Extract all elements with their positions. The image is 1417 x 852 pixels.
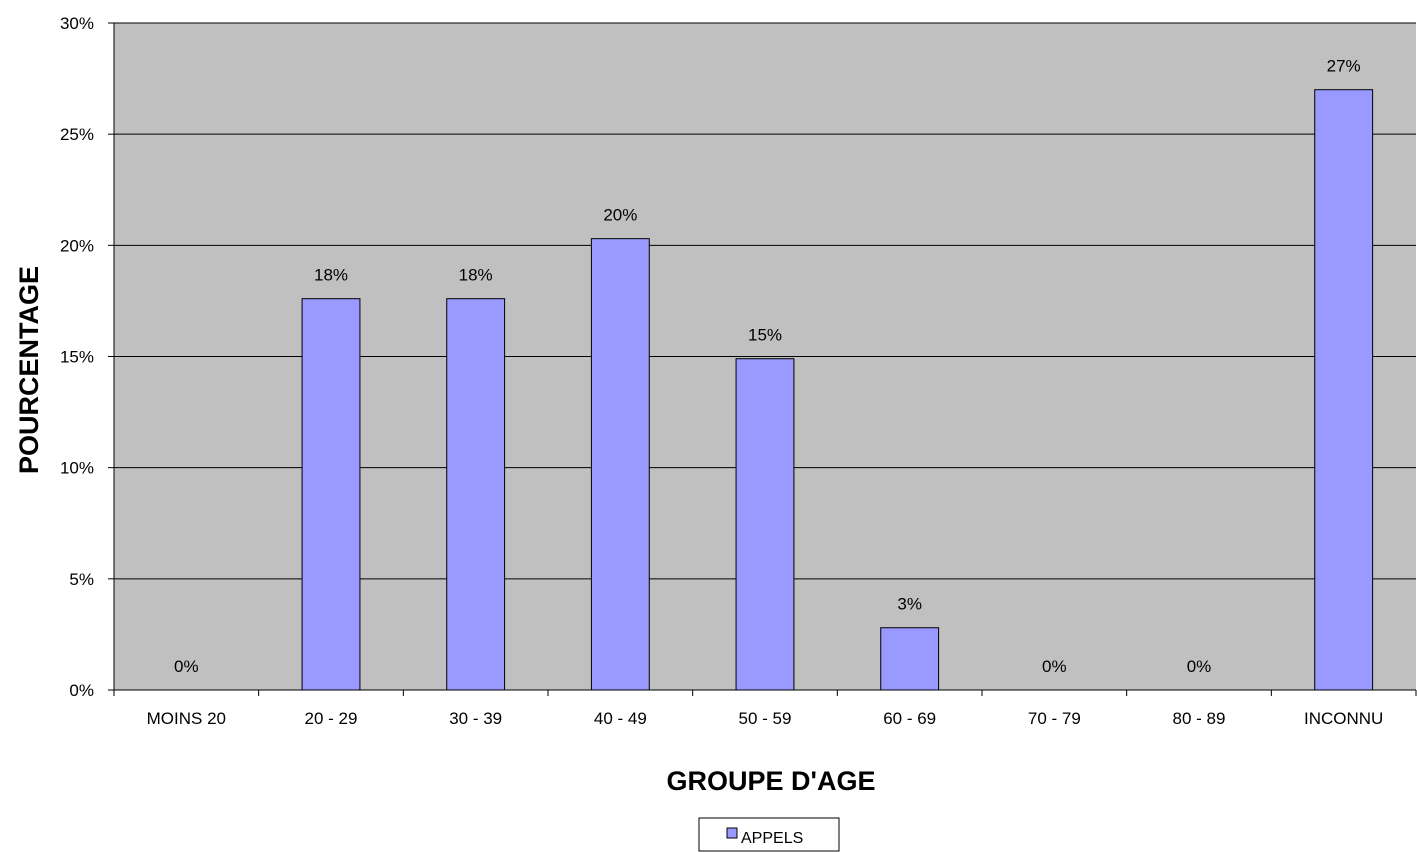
x-tick-label: 50 - 59 (739, 709, 792, 728)
y-tick-label: 5% (69, 570, 94, 589)
x-tick-label: 80 - 89 (1173, 709, 1226, 728)
x-tick-label: 20 - 29 (305, 709, 358, 728)
bars (301, 89, 1374, 691)
data-label: 3% (897, 595, 922, 614)
x-tick-label: INCONNU (1304, 709, 1383, 728)
y-tick-label: 25% (60, 125, 94, 144)
bar (590, 238, 650, 691)
legend-label-appels: APPELS (741, 830, 803, 847)
y-tick-labels: 0% 5% 10% 15% 20% 25% 30% (60, 14, 94, 700)
x-tick-labels: MOINS 20 20 - 29 30 - 39 40 - 49 50 - 59 60 -… (147, 709, 1384, 728)
y-tick-label: 15% (60, 348, 94, 367)
data-label: 18% (314, 266, 348, 285)
data-label: 0% (1187, 657, 1212, 676)
y-tick-label: 20% (60, 236, 94, 255)
x-tick-label: MOINS 20 (147, 709, 226, 728)
x-tick-label: 30 - 39 (449, 709, 502, 728)
bar (446, 298, 506, 691)
bar (1314, 89, 1374, 691)
legend-box (698, 817, 840, 852)
data-label: 0% (174, 657, 199, 676)
bar (880, 627, 940, 691)
y-axis-title: POURCENTAGE (14, 266, 44, 474)
axes (108, 22, 1417, 696)
legend-swatch-appels (726, 827, 738, 839)
x-axis-title: GROUPE D'AGE (667, 766, 876, 796)
bar (301, 298, 361, 691)
x-tick-label: 70 - 79 (1028, 709, 1081, 728)
data-label: 27% (1327, 57, 1361, 76)
y-tick-label: 30% (60, 14, 94, 33)
x-tick-label: 40 - 49 (594, 709, 647, 728)
legend: APPELS (698, 817, 840, 852)
data-label: 18% (459, 266, 493, 285)
data-label: 0% (1042, 657, 1067, 676)
x-tick-label: 60 - 69 (883, 709, 936, 728)
data-label: 15% (748, 326, 782, 345)
data-labels: 0% 18% 18% 20% 15% 3% 0% 0% 27% (174, 57, 1361, 676)
data-label: 20% (603, 206, 637, 225)
y-tick-label: 10% (60, 459, 94, 478)
bar (735, 358, 795, 691)
y-tick-label: 0% (69, 681, 94, 700)
